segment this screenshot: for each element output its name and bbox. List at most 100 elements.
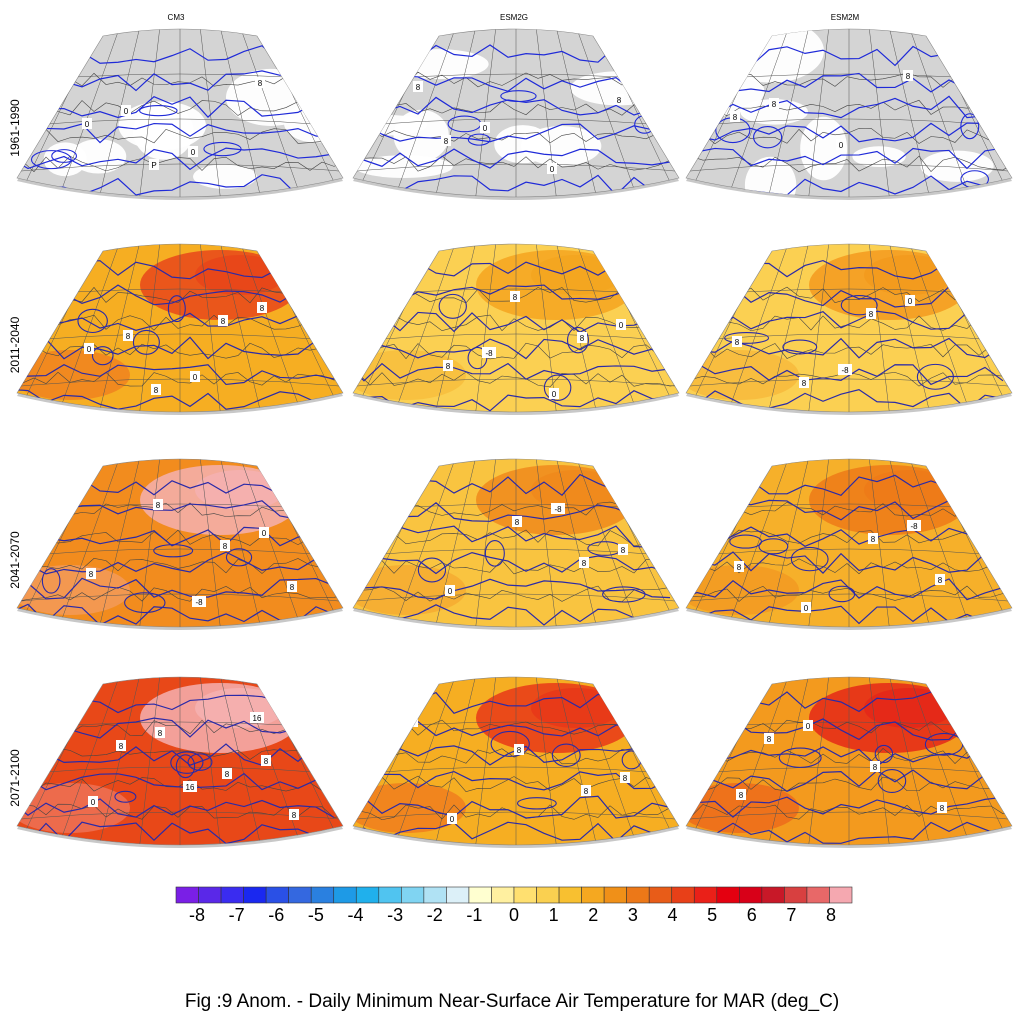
column-title-cm3: CM3 bbox=[167, 13, 185, 22]
colorbar-label: -6 bbox=[268, 905, 285, 925]
map-grid: 80080P800888088808088-800888-80888-80888… bbox=[16, 28, 1013, 848]
contour-label: 8 bbox=[155, 727, 165, 738]
svg-text:8: 8 bbox=[119, 742, 124, 751]
contour-label: 8 bbox=[218, 315, 228, 326]
svg-text:0: 0 bbox=[619, 321, 624, 330]
contour-label: 8 bbox=[868, 533, 878, 544]
colorbar-swatch bbox=[175, 886, 199, 904]
svg-text:8: 8 bbox=[869, 310, 874, 319]
contour-label: 0 bbox=[82, 118, 92, 129]
svg-text:8: 8 bbox=[735, 338, 740, 347]
contour-label: 0 bbox=[905, 295, 915, 306]
colorbar-label: -5 bbox=[307, 905, 324, 925]
contour-label: 8 bbox=[441, 135, 451, 146]
svg-text:8: 8 bbox=[221, 317, 226, 326]
colorbar-swatch bbox=[581, 886, 605, 904]
map-panel-r0-c1: 8 0 0 8 8 bbox=[352, 28, 680, 200]
contour-label: 8 bbox=[408, 716, 418, 727]
svg-text:8: 8 bbox=[623, 774, 628, 783]
contour-label: 8 bbox=[866, 308, 876, 319]
svg-text:0: 0 bbox=[91, 798, 96, 807]
svg-text:8: 8 bbox=[767, 735, 772, 744]
svg-text:8: 8 bbox=[264, 757, 269, 766]
colorbar-swatch bbox=[243, 886, 267, 904]
svg-text:-8: -8 bbox=[485, 349, 493, 358]
contour-label: 8 bbox=[220, 540, 230, 551]
contour-label: 8 bbox=[123, 330, 133, 341]
contour-label: 8 bbox=[257, 302, 267, 313]
contour-label: 0 bbox=[445, 585, 455, 596]
svg-text:0: 0 bbox=[124, 107, 129, 116]
map-panel-r1-c2: -8 0 8 8 8 bbox=[685, 243, 1013, 415]
svg-text:8: 8 bbox=[444, 137, 449, 146]
svg-text:8: 8 bbox=[938, 576, 943, 585]
contour-label: 16 bbox=[250, 712, 264, 723]
svg-text:0: 0 bbox=[450, 815, 455, 824]
figure-caption: Fig :9 Anom. - Daily Minimum Near-Surfac… bbox=[184, 991, 840, 1012]
contour-label: 8 bbox=[937, 802, 947, 813]
colorbar-swatch bbox=[671, 886, 695, 904]
contour-label: 0 bbox=[480, 122, 490, 133]
svg-text:8: 8 bbox=[290, 583, 295, 592]
colorbar-swatch bbox=[693, 886, 718, 904]
svg-text:8: 8 bbox=[733, 113, 738, 122]
svg-text:P: P bbox=[151, 161, 156, 170]
svg-text:8: 8 bbox=[258, 79, 263, 88]
svg-text:8: 8 bbox=[446, 362, 451, 371]
contour-label: 8 bbox=[289, 809, 299, 820]
svg-text:8: 8 bbox=[582, 559, 587, 568]
colorbar-label: 5 bbox=[707, 905, 718, 925]
contour-label: 0 bbox=[549, 388, 559, 399]
svg-text:8: 8 bbox=[940, 804, 945, 813]
contour-label: 0 bbox=[803, 720, 813, 731]
svg-text:8: 8 bbox=[802, 379, 807, 388]
contour-label: 8 bbox=[287, 581, 297, 592]
svg-text:0: 0 bbox=[448, 587, 453, 596]
contour-label: 8 bbox=[732, 336, 742, 347]
contour-label: 8 bbox=[736, 789, 746, 800]
svg-text:8: 8 bbox=[57, 66, 62, 75]
contour-label: 8 bbox=[443, 360, 453, 371]
colorbar-swatch bbox=[558, 886, 582, 904]
svg-text:0: 0 bbox=[839, 141, 844, 150]
svg-text:8: 8 bbox=[737, 563, 742, 572]
contour-label: 0 bbox=[121, 105, 131, 116]
svg-text:16: 16 bbox=[186, 783, 195, 792]
colorbar-swatch bbox=[513, 886, 537, 904]
svg-text:8: 8 bbox=[223, 542, 228, 551]
contour-label: -8 bbox=[551, 503, 565, 514]
map-panel-r2-c2: -8 8 0 8 8 bbox=[685, 458, 1013, 630]
contour-label: 8 bbox=[769, 98, 779, 109]
colorbar-swatch bbox=[536, 886, 560, 904]
svg-text:0: 0 bbox=[483, 124, 488, 133]
colorbar-swatch bbox=[401, 886, 425, 904]
map-panel-r1-c1: -8 0 0 8 8 8 bbox=[352, 243, 680, 415]
contour-label: 8 bbox=[222, 768, 232, 779]
map-panel-r3-c2: 8 0 8 8 8 bbox=[685, 676, 1013, 848]
svg-text:8: 8 bbox=[871, 535, 876, 544]
map-panel-r0-c0: 8 0 0 8 0 P bbox=[16, 28, 344, 200]
contour-label: 8 bbox=[512, 516, 522, 527]
contour-label: 0 bbox=[259, 527, 269, 538]
contour-label: 0 bbox=[447, 813, 457, 824]
colorbar-swatch bbox=[378, 886, 402, 904]
colorbar-label: -3 bbox=[387, 905, 404, 925]
contour-label: -8 bbox=[192, 596, 206, 607]
svg-text:8: 8 bbox=[158, 729, 163, 738]
svg-text:8: 8 bbox=[225, 770, 230, 779]
contour-label: -8 bbox=[838, 364, 852, 375]
colorbar-label: 4 bbox=[667, 905, 678, 925]
map-panel-r2-c0: -8 0 8 8 8 8 bbox=[16, 458, 344, 630]
contour-label: 8 bbox=[614, 94, 624, 105]
colorbar-label: 2 bbox=[588, 905, 599, 925]
contour-label: 0 bbox=[188, 146, 198, 157]
contour-label: 8 bbox=[261, 755, 271, 766]
svg-text:-8: -8 bbox=[195, 598, 203, 607]
colorbar-swatch bbox=[265, 886, 289, 904]
svg-text:0: 0 bbox=[262, 529, 267, 538]
map-panel-r0-c2: 8 0 8 8 bbox=[685, 28, 1013, 200]
colorbar-swatch bbox=[288, 886, 312, 904]
contour-label: 0 bbox=[190, 371, 200, 382]
colorbar-swatch bbox=[603, 886, 627, 904]
svg-text:8: 8 bbox=[126, 332, 131, 341]
